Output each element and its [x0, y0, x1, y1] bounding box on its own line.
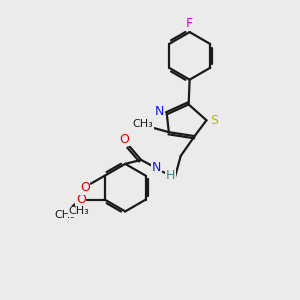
Text: N: N [151, 161, 160, 174]
Text: O: O [76, 193, 86, 206]
Text: H: H [166, 169, 176, 182]
Text: O: O [80, 181, 90, 194]
Text: O: O [119, 133, 129, 146]
Text: CH₃: CH₃ [133, 119, 153, 129]
Text: S: S [210, 114, 218, 127]
Text: CH₃: CH₃ [68, 206, 89, 216]
Text: F: F [186, 17, 193, 30]
Text: N: N [155, 105, 165, 118]
Text: CH₃: CH₃ [55, 210, 75, 220]
